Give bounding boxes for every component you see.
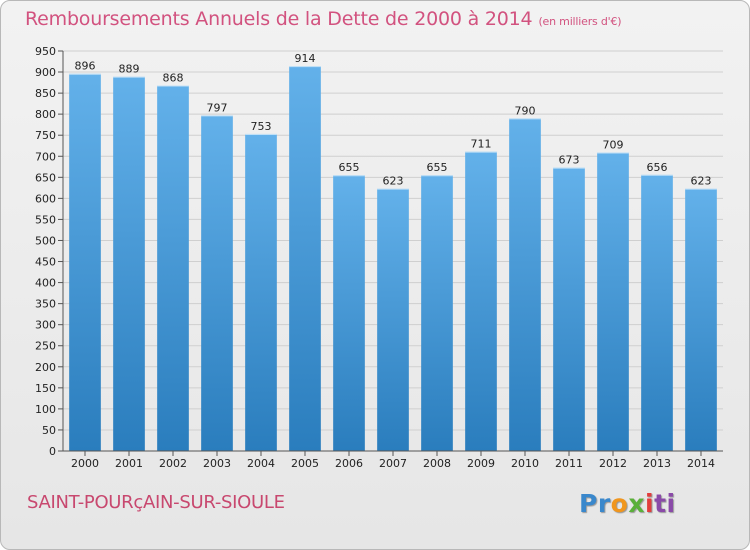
data-label-2014: 623 — [691, 175, 712, 188]
y-tick-label-150: 150 — [35, 382, 56, 395]
x-tick-label-2009: 2009 — [467, 457, 495, 470]
x-tick-label-2002: 2002 — [159, 457, 187, 470]
y-tick-label-350: 350 — [35, 298, 56, 311]
data-label-2005: 914 — [295, 52, 316, 65]
x-tick-label-2010: 2010 — [511, 457, 539, 470]
bar-2010 — [509, 118, 541, 452]
bar-2014 — [685, 188, 717, 451]
bar-2008 — [421, 175, 453, 452]
bar-2004 — [245, 133, 277, 451]
y-tick-label-750: 750 — [35, 129, 56, 142]
logo-part-2: o — [610, 489, 629, 518]
bar-2000 — [69, 73, 101, 451]
x-tick-label-2008: 2008 — [423, 457, 451, 470]
data-label-2003: 797 — [207, 101, 228, 114]
chart-title: Remboursements Annuels de la Dette de 20… — [25, 8, 622, 30]
y-tick-label-500: 500 — [35, 234, 56, 247]
y-tick-label-400: 400 — [35, 277, 56, 290]
bar-2001 — [113, 76, 145, 452]
y-tick-label-800: 800 — [35, 108, 56, 121]
x-tick-label-2014: 2014 — [687, 457, 715, 470]
y-tick-label-50: 50 — [42, 424, 56, 437]
data-label-2004: 753 — [251, 120, 272, 133]
bar-2007 — [377, 188, 409, 451]
data-label-2000: 896 — [75, 60, 96, 73]
bar-2003 — [201, 115, 233, 451]
y-tick-label-200: 200 — [35, 361, 56, 374]
x-tick-label-2011: 2011 — [555, 457, 583, 470]
data-label-2008: 655 — [427, 161, 448, 174]
y-tick-label-650: 650 — [35, 171, 56, 184]
data-label-2001: 889 — [119, 63, 140, 76]
y-tick-label-100: 100 — [35, 403, 56, 416]
data-label-2012: 709 — [603, 138, 624, 151]
y-tick-label-950: 950 — [35, 45, 56, 58]
chart-subtitle: (en milliers d'€) — [538, 15, 622, 28]
y-tick-label-0: 0 — [49, 445, 56, 458]
y-tick-label-600: 600 — [35, 192, 56, 205]
bar-2002 — [157, 85, 189, 452]
logo-part-4: i — [644, 489, 655, 518]
data-label-2010: 790 — [515, 104, 536, 117]
x-tick-label-2003: 2003 — [203, 457, 231, 470]
bar-2005 — [289, 66, 321, 451]
y-tick-label-850: 850 — [35, 87, 56, 100]
x-tick-label-2001: 2001 — [115, 457, 143, 470]
data-label-2013: 656 — [647, 161, 668, 174]
title-text: Remboursements Annuels de la Dette de 20… — [25, 8, 533, 30]
commune-name: SAINT-POURçAIN-SUR-SIOULE — [27, 492, 285, 513]
bar-2012 — [597, 152, 629, 451]
logo-part-1: Pr — [579, 489, 611, 518]
proxiti-logo[interactable]: Proxiti — [579, 489, 676, 518]
x-tick-label-2012: 2012 — [599, 457, 627, 470]
x-tick-label-2005: 2005 — [291, 457, 319, 470]
y-tick-label-900: 900 — [35, 66, 56, 79]
data-label-2006: 655 — [339, 161, 360, 174]
y-tick-label-450: 450 — [35, 256, 56, 269]
data-label-2009: 711 — [471, 138, 492, 151]
data-label-2002: 868 — [163, 72, 184, 85]
data-label-2011: 673 — [559, 154, 580, 167]
y-tick-label-250: 250 — [35, 340, 56, 353]
y-tick-label-700: 700 — [35, 150, 56, 163]
data-label-2007: 623 — [383, 175, 404, 188]
logo-part-5: ti — [654, 489, 676, 518]
bar-2006 — [333, 175, 365, 452]
x-tick-label-2004: 2004 — [247, 457, 275, 470]
x-tick-label-2013: 2013 — [643, 457, 671, 470]
bar-2011 — [553, 167, 585, 451]
x-tick-label-2006: 2006 — [335, 457, 363, 470]
bar-2009 — [465, 151, 497, 451]
y-tick-label-300: 300 — [35, 319, 56, 332]
y-tick-label-550: 550 — [35, 213, 56, 226]
x-tick-label-2000: 2000 — [71, 457, 99, 470]
x-tick-label-2007: 2007 — [379, 457, 407, 470]
logo-part-3: x — [628, 489, 645, 518]
bar-2013 — [641, 174, 673, 451]
